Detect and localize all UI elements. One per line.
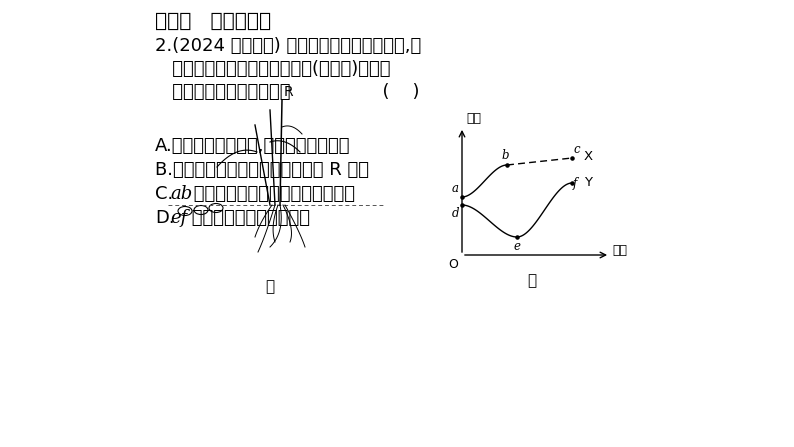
Text: c: c: [573, 143, 580, 156]
Text: 甲: 甲: [265, 279, 275, 294]
Text: 考点二   种子的萌发: 考点二 种子的萌发: [155, 12, 271, 31]
Text: 2.(2024 滨州中考) 甲图是玉米种子萌发过程,乙: 2.(2024 滨州中考) 甲图是玉米种子萌发过程,乙: [155, 37, 422, 55]
Text: ef: ef: [170, 209, 187, 227]
Ellipse shape: [178, 207, 192, 215]
Text: d: d: [452, 207, 459, 220]
Text: f: f: [573, 177, 577, 190]
Text: 段上升的主要原因是种子吸收水分: 段上升的主要原因是种子吸收水分: [188, 185, 355, 203]
Text: 段的幼苗只进行光合作用: 段的幼苗只进行光合作用: [186, 209, 310, 227]
Text: Y: Y: [584, 177, 592, 190]
Text: C.: C.: [155, 185, 173, 203]
Text: ab: ab: [170, 185, 192, 203]
Text: e: e: [514, 240, 521, 253]
Text: O: O: [448, 258, 458, 271]
Ellipse shape: [194, 206, 208, 215]
Text: 图是在这一过程中鲜重和干重(有机物)的变化: 图是在这一过程中鲜重和干重(有机物)的变化: [155, 60, 391, 78]
Text: 曲线。下列叙述正确的是                (    ): 曲线。下列叙述正确的是 ( ): [155, 83, 419, 101]
Text: A.玉米种子萌发初期,胚芽首先突破种皮: A.玉米种子萌发初期,胚芽首先突破种皮: [155, 137, 350, 155]
Text: 乙: 乙: [527, 273, 537, 288]
Text: b: b: [501, 149, 509, 162]
Text: 质量: 质量: [466, 112, 481, 125]
Text: X: X: [584, 149, 593, 163]
Text: 时间: 时间: [612, 245, 627, 257]
Text: R: R: [284, 85, 294, 99]
Text: D.: D.: [155, 209, 175, 227]
Ellipse shape: [209, 203, 223, 212]
Text: a: a: [452, 182, 459, 195]
Text: B.玉米种子的子叶发育成甲图中的 R 部分: B.玉米种子的子叶发育成甲图中的 R 部分: [155, 161, 369, 179]
